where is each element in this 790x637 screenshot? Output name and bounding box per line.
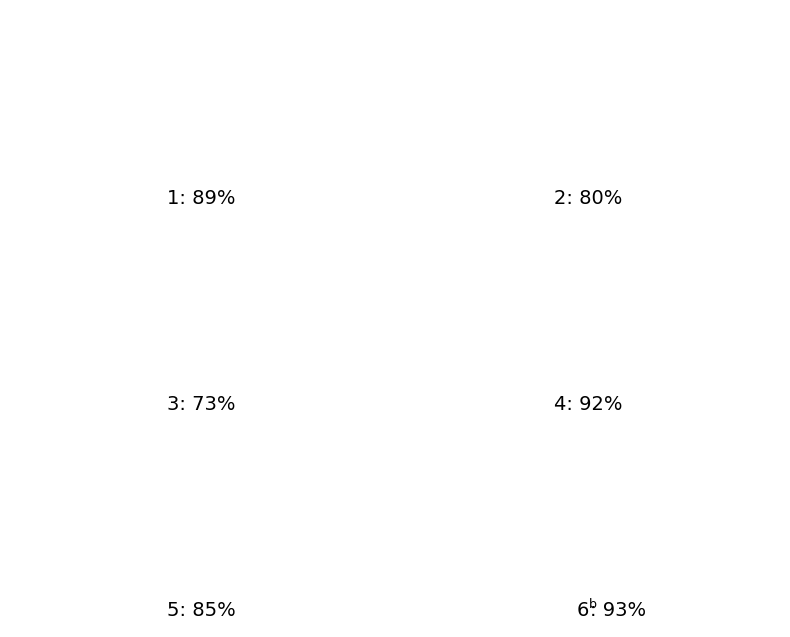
Text: 3: 73%: 3: 73%	[167, 396, 235, 415]
Text: 4: 92%: 4: 92%	[555, 396, 623, 415]
Text: 2: 80%: 2: 80%	[555, 189, 623, 208]
Text: 1: 89%: 1: 89%	[167, 189, 235, 208]
Text: 5: 85%: 5: 85%	[167, 601, 236, 620]
Text: 6: 6	[576, 601, 589, 620]
Text: : 93%: : 93%	[590, 601, 646, 620]
Text: b: b	[589, 599, 596, 612]
